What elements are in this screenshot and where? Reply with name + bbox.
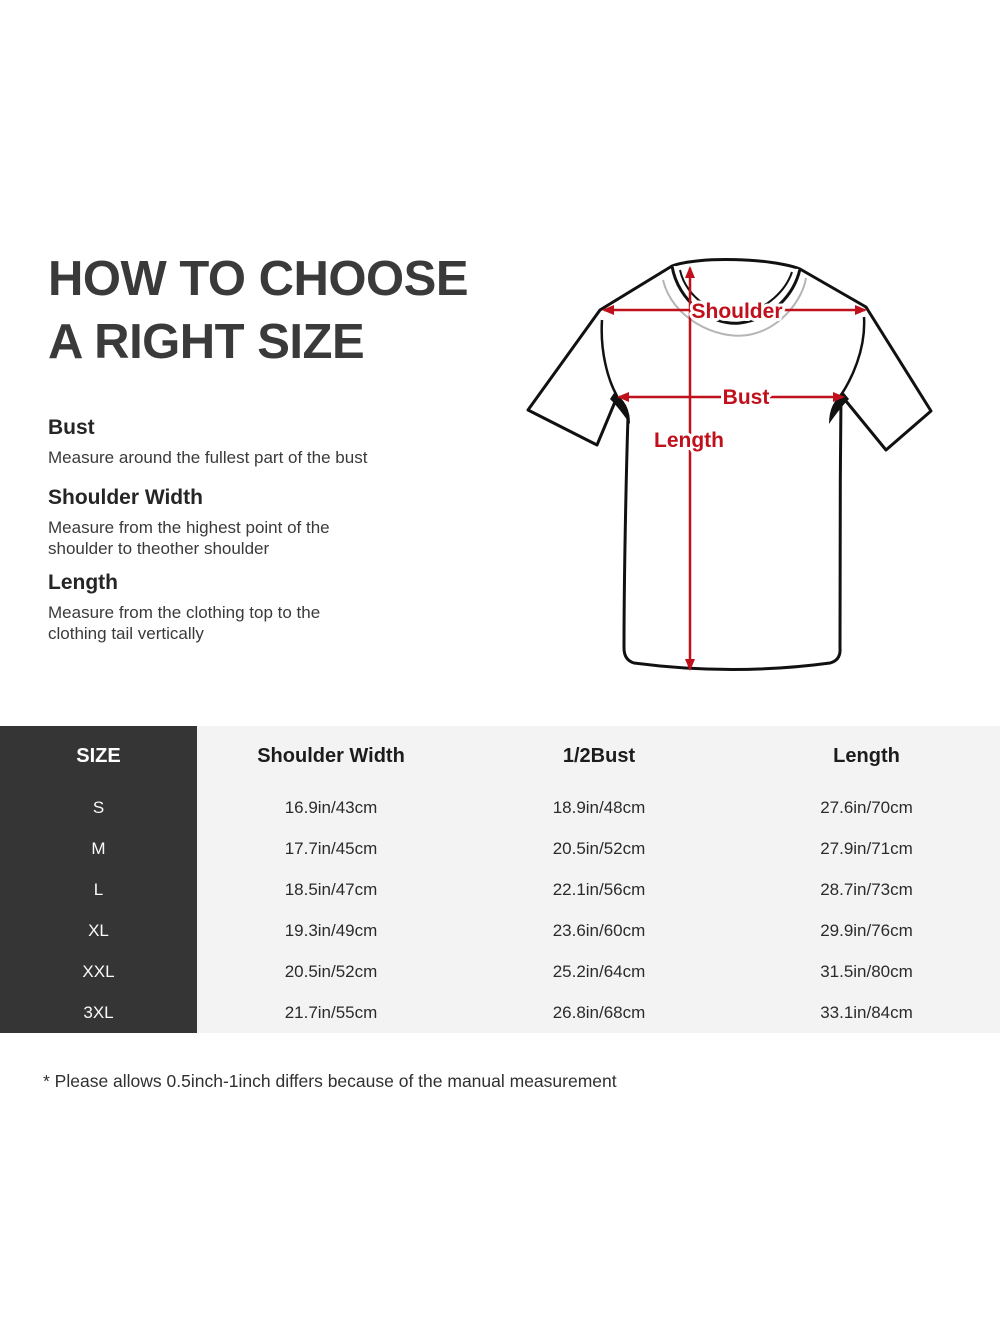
size-label-l: L xyxy=(0,869,197,910)
size-m-bust: 20.5in/52cm xyxy=(552,838,646,858)
size-table-header-size: SIZE xyxy=(0,726,197,787)
size-label-xl: XL xyxy=(0,910,197,951)
measurement-footnote: * Please allows 0.5inch-1inch differs be… xyxy=(43,1071,617,1091)
size-table-header-half-bust: 1/2Bust xyxy=(562,745,636,767)
instruction-length: Length Measure from the clothing top to … xyxy=(48,570,488,644)
size-xxl-shoulder: 20.5in/52cm xyxy=(284,961,378,981)
size-xl-length: 29.9in/76cm xyxy=(820,920,913,940)
size-table-header-shoulder: Shoulder Width xyxy=(257,745,405,767)
instruction-length-heading: Length xyxy=(48,571,118,594)
size-xxl-length: 31.5in/80cm xyxy=(820,961,913,981)
size-xl-shoulder: 19.3in/49cm xyxy=(284,920,378,940)
instruction-shoulder-line1: Measure from the highest point of the xyxy=(48,518,330,537)
page-title-line1: HOW TO CHOOSE xyxy=(48,252,469,306)
tshirt-outline xyxy=(526,258,933,671)
size-3xl-length: 33.1in/84cm xyxy=(820,1002,913,1022)
size-3xl-bust: 26.8in/68cm xyxy=(552,1002,646,1022)
size-table: SIZE Shoulder Width 1/2Bust Length S 16.… xyxy=(0,726,1000,1033)
instruction-bust-text: Measure around the fullest part of the b… xyxy=(48,448,368,467)
size-s-bust: 18.9in/48cm xyxy=(552,797,646,817)
right-sleeve-seam xyxy=(839,316,866,396)
size-label-m: M xyxy=(0,828,197,869)
tshirt-diagram-svg: Shoulder Bust Length xyxy=(526,258,933,671)
size-xxl-bust: 25.2in/64cm xyxy=(552,961,646,981)
tshirt-measurement-diagram: Shoulder Bust Length xyxy=(520,250,960,680)
size-m-length: 27.9in/71cm xyxy=(820,838,913,858)
instruction-length-line1: Measure from the clothing top to the xyxy=(48,603,321,622)
left-sleeve-seam xyxy=(600,319,619,397)
size-s-shoulder: 16.9in/43cm xyxy=(284,797,378,817)
instruction-shoulder-width: Shoulder Width Measure from the highest … xyxy=(48,485,488,559)
size-table-header-length: Length xyxy=(833,745,900,767)
instruction-length-line2: clothing tail vertically xyxy=(48,624,204,643)
instruction-shoulder-text: Measure from the highest point of the sh… xyxy=(48,517,488,559)
size-label-3xl: 3XL xyxy=(0,992,197,1033)
size-label-xxl: XXL xyxy=(0,951,197,992)
instruction-shoulder-line2: shoulder to theother shoulder xyxy=(48,539,270,558)
instruction-length-text: Measure from the clothing top to the clo… xyxy=(48,602,488,644)
instruction-bust: Bust Measure around the fullest part of … xyxy=(48,415,488,468)
size-label-s: S xyxy=(0,787,197,828)
size-3xl-shoulder: 21.7in/55cm xyxy=(284,1002,378,1022)
size-m-shoulder: 17.7in/45cm xyxy=(284,838,378,858)
size-xl-bust: 23.6in/60cm xyxy=(552,920,646,940)
instruction-shoulder-heading: Shoulder Width xyxy=(48,486,203,509)
size-l-length: 28.7in/73cm xyxy=(820,879,913,899)
size-s-length: 27.6in/70cm xyxy=(820,797,913,817)
size-l-shoulder: 18.5in/47cm xyxy=(284,879,378,899)
left-armpit-shadow xyxy=(610,393,630,424)
bust-arrow-label: Bust xyxy=(723,386,770,409)
shoulder-arrow-label: Shoulder xyxy=(691,300,782,323)
instruction-bust-heading: Bust xyxy=(48,416,95,439)
size-l-bust: 22.1in/56cm xyxy=(552,879,646,899)
page-title-line2: A RIGHT SIZE xyxy=(48,315,365,369)
page-title: HOW TO CHOOSE A RIGHT SIZE xyxy=(48,248,469,374)
length-arrow-label: Length xyxy=(654,429,724,452)
